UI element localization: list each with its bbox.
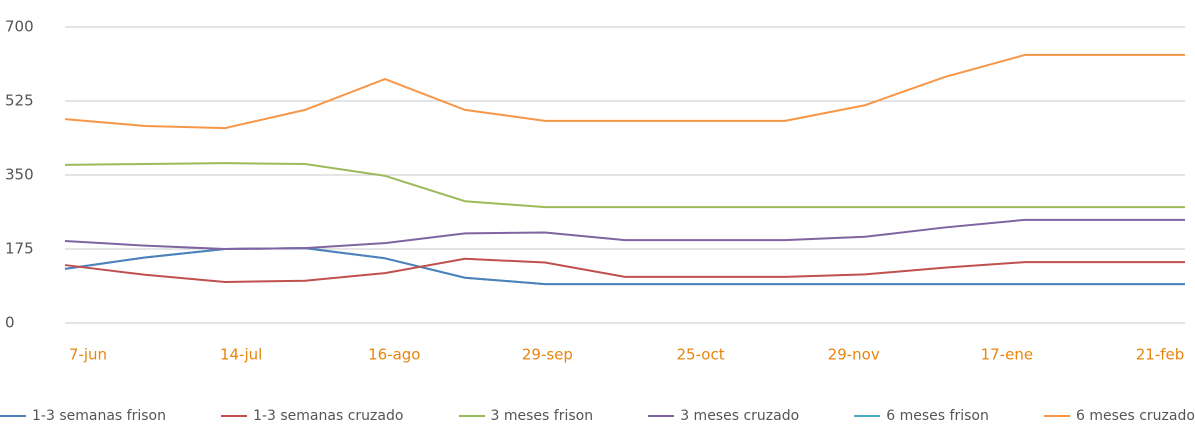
x-tick-label: 25-oct [677, 346, 725, 364]
legend-swatch [648, 415, 675, 417]
legend-swatch [1043, 415, 1070, 417]
y-tick-label: 0 [5, 314, 15, 332]
x-tick-label: 21-feb [1136, 346, 1185, 364]
legend-swatch [854, 415, 881, 417]
legend-label: 3 meses frison [490, 408, 594, 424]
x-tick-label: 29-sep [522, 346, 573, 364]
legend-swatch [458, 415, 485, 417]
series-line [64, 218, 1185, 251]
x-tick-label: 14-jul [220, 346, 262, 364]
y-tick-label: 700 [5, 18, 34, 36]
legend-item: 3 meses frison [458, 408, 594, 424]
legend-label: 1-3 semanas cruzado [253, 408, 404, 424]
y-tick-label: 175 [5, 240, 34, 258]
legend-swatch [0, 415, 26, 417]
legend: 1-3 semanas frison 1-3 semanas cruzado 3 m… [0, 408, 1195, 424]
series-line [64, 247, 1185, 286]
x-tick-label: 29-nov [828, 346, 880, 364]
x-tick-label: 7-jun [69, 346, 107, 364]
y-tick-label: 350 [5, 166, 34, 184]
series-line [64, 53, 1185, 130]
legend-item: 3 meses cruzado [648, 408, 799, 424]
legend-item: 1-3 semanas frison [0, 408, 166, 424]
chart: 0 175 350 525 700 7-jun 14-jul 16-ago 29-sep 25-o… [5, 18, 1185, 364]
legend-label: 1-3 semanas frison [32, 408, 166, 424]
series-line [64, 247, 1185, 286]
y-tick-label: 525 [5, 92, 34, 110]
legend-label: 6 meses frison [886, 408, 989, 424]
legend-label: 6 meses cruzado [1075, 408, 1195, 424]
x-tick-label: 17-ene [981, 346, 1033, 364]
series-line [64, 257, 1185, 283]
legend-item: 6 meses frison [854, 408, 989, 424]
legend-item: 6 meses cruzado [1043, 408, 1195, 424]
legend-swatch [221, 415, 248, 417]
x-tick-label: 16-ago [368, 346, 420, 364]
legend-label: 3 meses cruzado [680, 408, 800, 424]
legend-item: 1-3 semanas cruzado [221, 408, 403, 424]
series-line [64, 162, 1185, 209]
